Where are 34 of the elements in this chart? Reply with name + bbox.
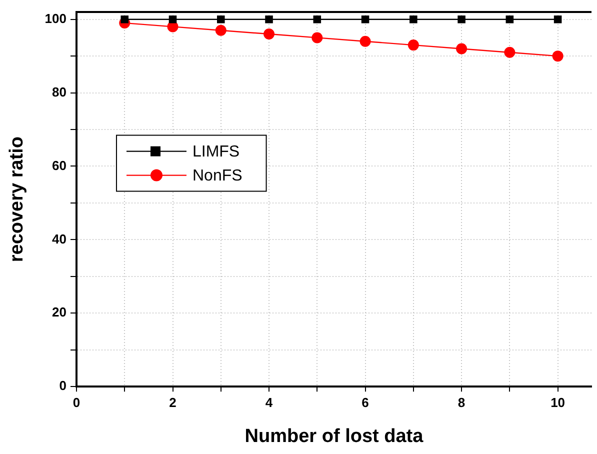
point xyxy=(552,50,564,62)
point xyxy=(408,40,419,51)
y-tick-label: 0 xyxy=(59,378,66,394)
point xyxy=(504,46,516,58)
y-tick-label: 40 xyxy=(52,231,66,246)
x-tick-label: 4 xyxy=(265,394,274,410)
y-tick-label: 20 xyxy=(52,304,66,320)
point xyxy=(264,28,275,40)
x-tick-label: 0 xyxy=(72,394,80,410)
legend-label: LIMFS xyxy=(192,144,240,161)
point xyxy=(215,24,226,36)
point xyxy=(554,15,562,24)
y-tick-label: 60 xyxy=(52,158,66,173)
point xyxy=(312,32,323,44)
point xyxy=(216,15,225,24)
y-tick-label: 100 xyxy=(44,10,66,26)
point xyxy=(410,15,418,24)
point xyxy=(265,15,273,24)
x-tick-label: 6 xyxy=(362,394,369,410)
legend-label: NonFS xyxy=(192,168,242,185)
y-axis-title: recovery ratio xyxy=(6,136,28,262)
point xyxy=(120,15,129,24)
point xyxy=(458,15,466,24)
point xyxy=(361,15,370,24)
x-tick-label: 10 xyxy=(550,394,566,410)
point xyxy=(313,15,322,24)
point xyxy=(168,15,177,24)
point xyxy=(506,15,514,24)
point xyxy=(456,43,468,54)
x-tick-label: 8 xyxy=(458,394,466,410)
y-tick-label: 80 xyxy=(52,84,66,100)
x-axis-title: Number of lost data xyxy=(244,426,424,447)
x-tick-label: 2 xyxy=(169,394,176,410)
point xyxy=(360,36,371,47)
